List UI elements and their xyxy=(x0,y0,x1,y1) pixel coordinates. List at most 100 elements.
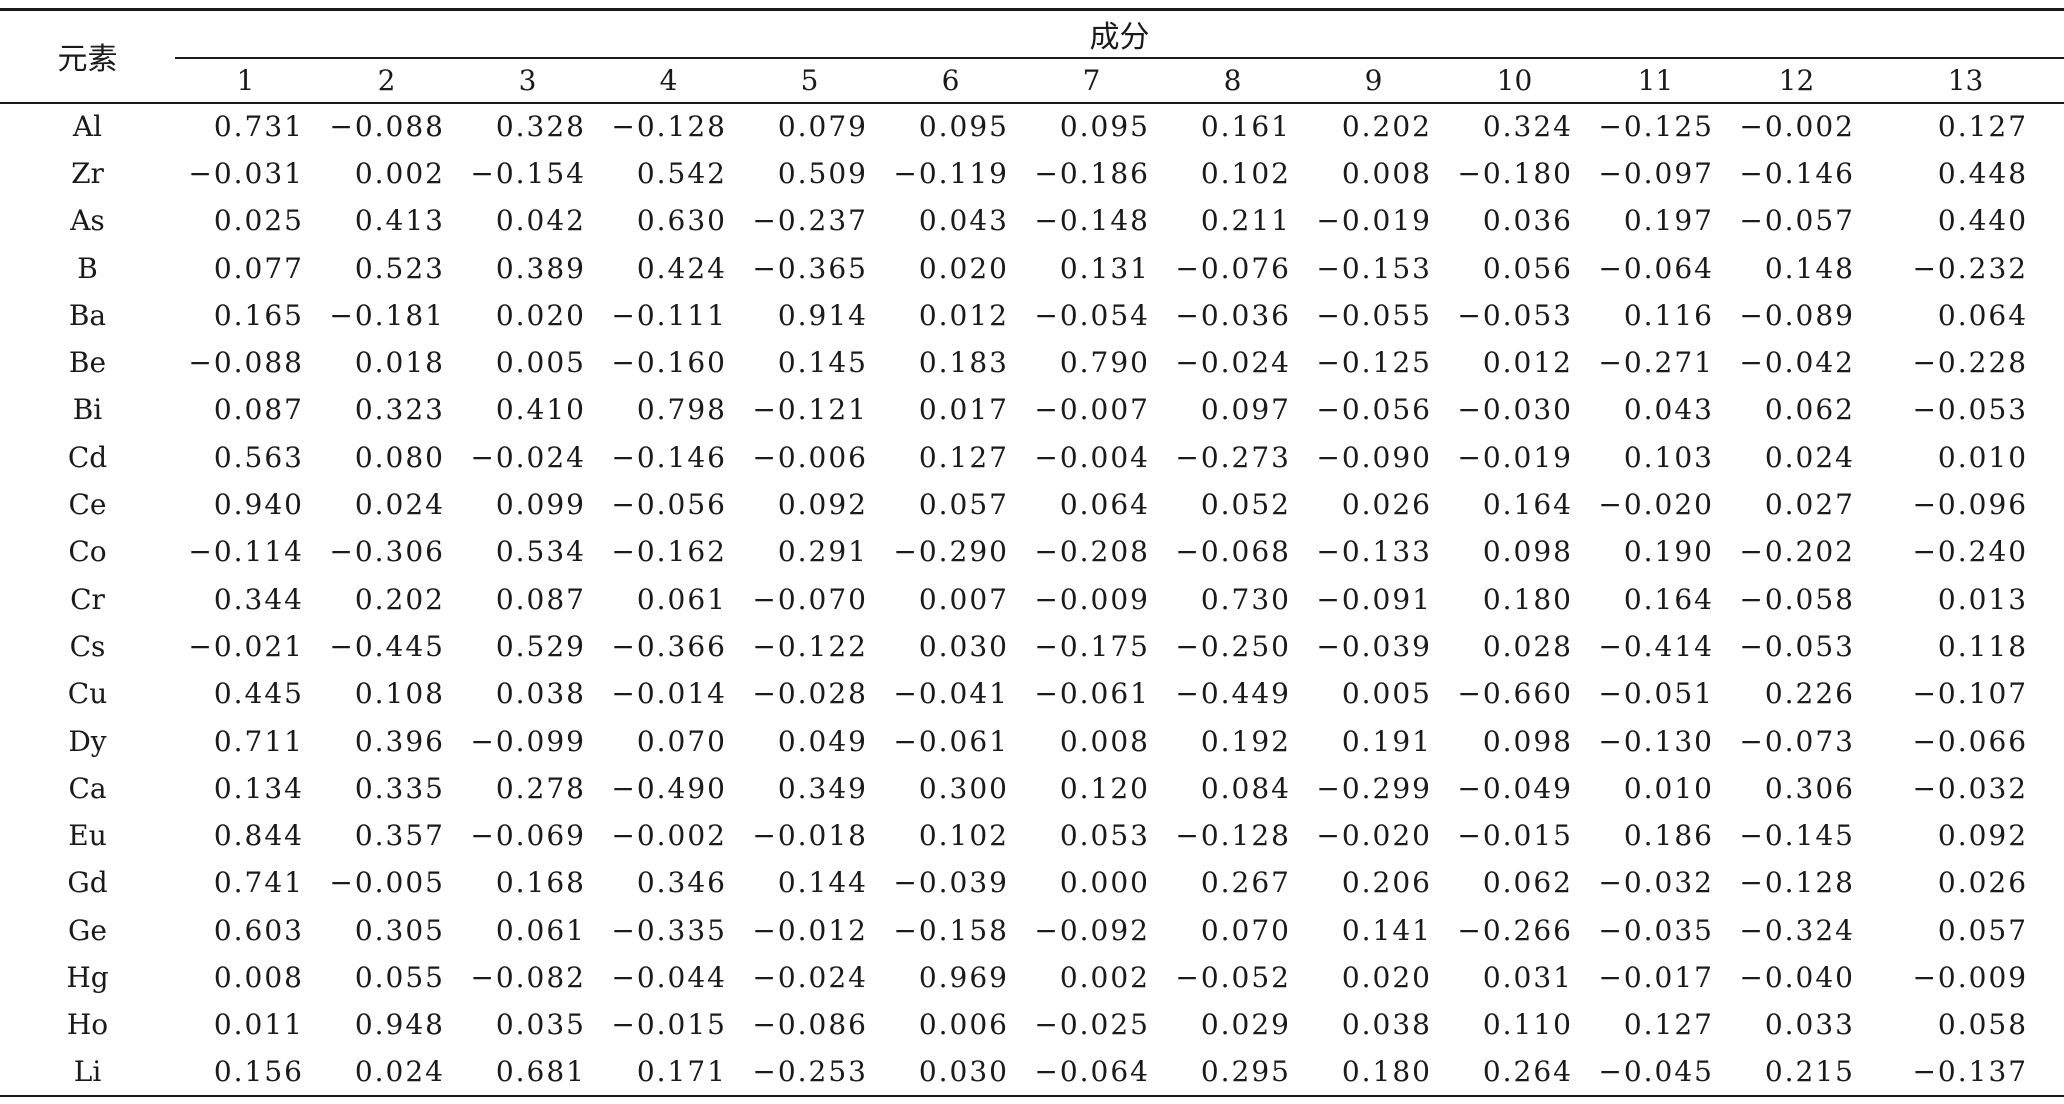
table-body: Al 0.731 −0.088 0.328 −0.128 0.079 0.095 0.095 0… xyxy=(0,103,2064,1097)
element-label: Al xyxy=(72,110,103,144)
loading-value: −0.039 xyxy=(893,866,1009,900)
loading-value: 0.711 xyxy=(213,724,304,758)
loading-value: −0.053 xyxy=(1912,393,2029,427)
loading-value: 0.300 xyxy=(918,771,1009,805)
loading-value: 0.344 xyxy=(213,582,304,616)
component-header-10: 10 xyxy=(1444,57,1585,104)
loading-value: 0.057 xyxy=(1937,913,2029,947)
component-header-11: 11 xyxy=(1585,57,1726,104)
loading-value: −0.002 xyxy=(611,819,727,853)
loading-value: −0.266 xyxy=(1457,913,1573,947)
loading-value: −0.053 xyxy=(1739,629,1855,663)
loading-value: 0.730 xyxy=(1200,582,1291,616)
loading-value: −0.024 xyxy=(1175,346,1291,380)
loading-value: −0.128 xyxy=(1739,866,1855,900)
table-row: Ce 0.940 0.024 0.099 −0.056 0.092 0.057 0.064 0.… xyxy=(0,481,2064,528)
loading-value: −0.036 xyxy=(1175,298,1291,332)
loading-value: 0.061 xyxy=(495,913,586,947)
loading-value: −0.130 xyxy=(1598,724,1714,758)
loading-value: −0.055 xyxy=(1316,298,1432,332)
loading-value: 0.731 xyxy=(213,110,304,144)
loading-value: −0.299 xyxy=(1316,771,1432,805)
element-label: Cu xyxy=(67,677,108,711)
loading-value: −0.061 xyxy=(1034,677,1150,711)
loading-value: 0.035 xyxy=(495,1008,586,1042)
table-row: Gd 0.741 −0.005 0.168 0.346 0.144 −0.039 0.000 0… xyxy=(0,859,2064,906)
element-label: Gd xyxy=(67,866,108,900)
loading-value: −0.154 xyxy=(470,156,586,190)
element-label: Ca xyxy=(68,771,107,805)
loading-value: −0.089 xyxy=(1739,298,1855,332)
element-label: Ge xyxy=(68,913,107,947)
loading-value: 0.095 xyxy=(1059,110,1150,144)
loading-value: 0.102 xyxy=(1200,156,1291,190)
loading-value: −0.006 xyxy=(752,440,868,474)
loading-value: −0.042 xyxy=(1739,346,1855,380)
loading-value: 0.542 xyxy=(636,156,727,190)
loading-value: 0.534 xyxy=(495,535,586,569)
loading-value: −0.366 xyxy=(611,629,727,663)
loading-value: −0.044 xyxy=(611,960,727,994)
loading-value: 0.018 xyxy=(354,346,445,380)
loading-value: −0.056 xyxy=(611,488,727,522)
loading-value: −0.146 xyxy=(1739,156,1855,190)
loading-value: −0.114 xyxy=(188,535,304,569)
loading-value: 0.036 xyxy=(1482,204,1573,238)
loading-value: −0.175 xyxy=(1034,629,1150,663)
loading-value: −0.025 xyxy=(1034,1008,1150,1042)
loading-value: 0.630 xyxy=(636,204,727,238)
loading-value: 0.120 xyxy=(1059,771,1150,805)
loading-value: 0.058 xyxy=(1937,1008,2029,1042)
loading-value: 0.024 xyxy=(316,1048,457,1097)
loading-value: 0.020 xyxy=(1341,960,1432,994)
loading-value: 0.043 xyxy=(918,204,1009,238)
component-header-3: 3 xyxy=(457,57,598,104)
loading-value: −0.137 xyxy=(1867,1048,2064,1097)
loading-value: 0.070 xyxy=(1200,913,1291,947)
loading-value: −0.445 xyxy=(329,629,445,663)
component-header-9: 9 xyxy=(1303,57,1444,104)
element-label: Be xyxy=(68,346,107,380)
loading-value: −0.015 xyxy=(1457,819,1573,853)
loading-value: 0.914 xyxy=(777,298,868,332)
loading-value: −0.107 xyxy=(1912,677,2029,711)
loading-value: −0.064 xyxy=(1598,251,1714,285)
loading-value: −0.069 xyxy=(470,819,586,853)
table-row: Zr −0.031 0.002 −0.154 0.542 0.509 −0.119 −0.18… xyxy=(0,150,2064,197)
loading-value: 0.031 xyxy=(1482,960,1573,994)
header-row-group: 元素 成分 xyxy=(0,8,2064,104)
loading-value: −0.066 xyxy=(1912,724,2029,758)
loading-value: −0.012 xyxy=(752,913,868,947)
loading-value: 0.080 xyxy=(354,440,445,474)
loading-value: −0.068 xyxy=(1175,535,1291,569)
loading-value: 0.127 xyxy=(918,440,1009,474)
loading-value: 0.008 xyxy=(213,960,304,994)
loading-value: 0.006 xyxy=(918,1008,1009,1042)
loading-value: −0.250 xyxy=(1175,629,1291,663)
loading-value: −0.035 xyxy=(1598,913,1714,947)
component-header-7: 7 xyxy=(1021,57,1162,104)
loading-value: 0.008 xyxy=(1341,156,1432,190)
loading-value: −0.122 xyxy=(752,629,868,663)
loading-value: −0.092 xyxy=(1034,913,1150,947)
loading-value: −0.024 xyxy=(752,960,868,994)
loading-value: 0.017 xyxy=(918,393,1009,427)
loading-value: −0.004 xyxy=(1034,440,1150,474)
table-row: Dy 0.711 0.396 −0.099 0.070 0.049 −0.061 0.008 0… xyxy=(0,717,2064,764)
loading-value: −0.146 xyxy=(611,440,727,474)
loading-value: −0.158 xyxy=(893,913,1009,947)
loading-value: 0.056 xyxy=(1482,251,1573,285)
loading-value: −0.237 xyxy=(752,204,868,238)
loading-value: 0.118 xyxy=(1937,629,2029,663)
loading-value: 0.095 xyxy=(918,110,1009,144)
loading-value: 0.127 xyxy=(1623,1008,1714,1042)
loading-value: 0.092 xyxy=(777,488,868,522)
loading-value: 0.215 xyxy=(1726,1048,1867,1097)
component-header-1: 1 xyxy=(175,57,316,104)
loading-value: −0.180 xyxy=(1457,156,1573,190)
loading-value: −0.088 xyxy=(329,110,445,144)
loading-value: 0.084 xyxy=(1200,771,1291,805)
loading-value: 0.161 xyxy=(1200,110,1291,144)
table-row: Ca 0.134 0.335 0.278 −0.490 0.349 0.300 0.120 0.… xyxy=(0,765,2064,812)
loading-value: 0.087 xyxy=(213,393,304,427)
